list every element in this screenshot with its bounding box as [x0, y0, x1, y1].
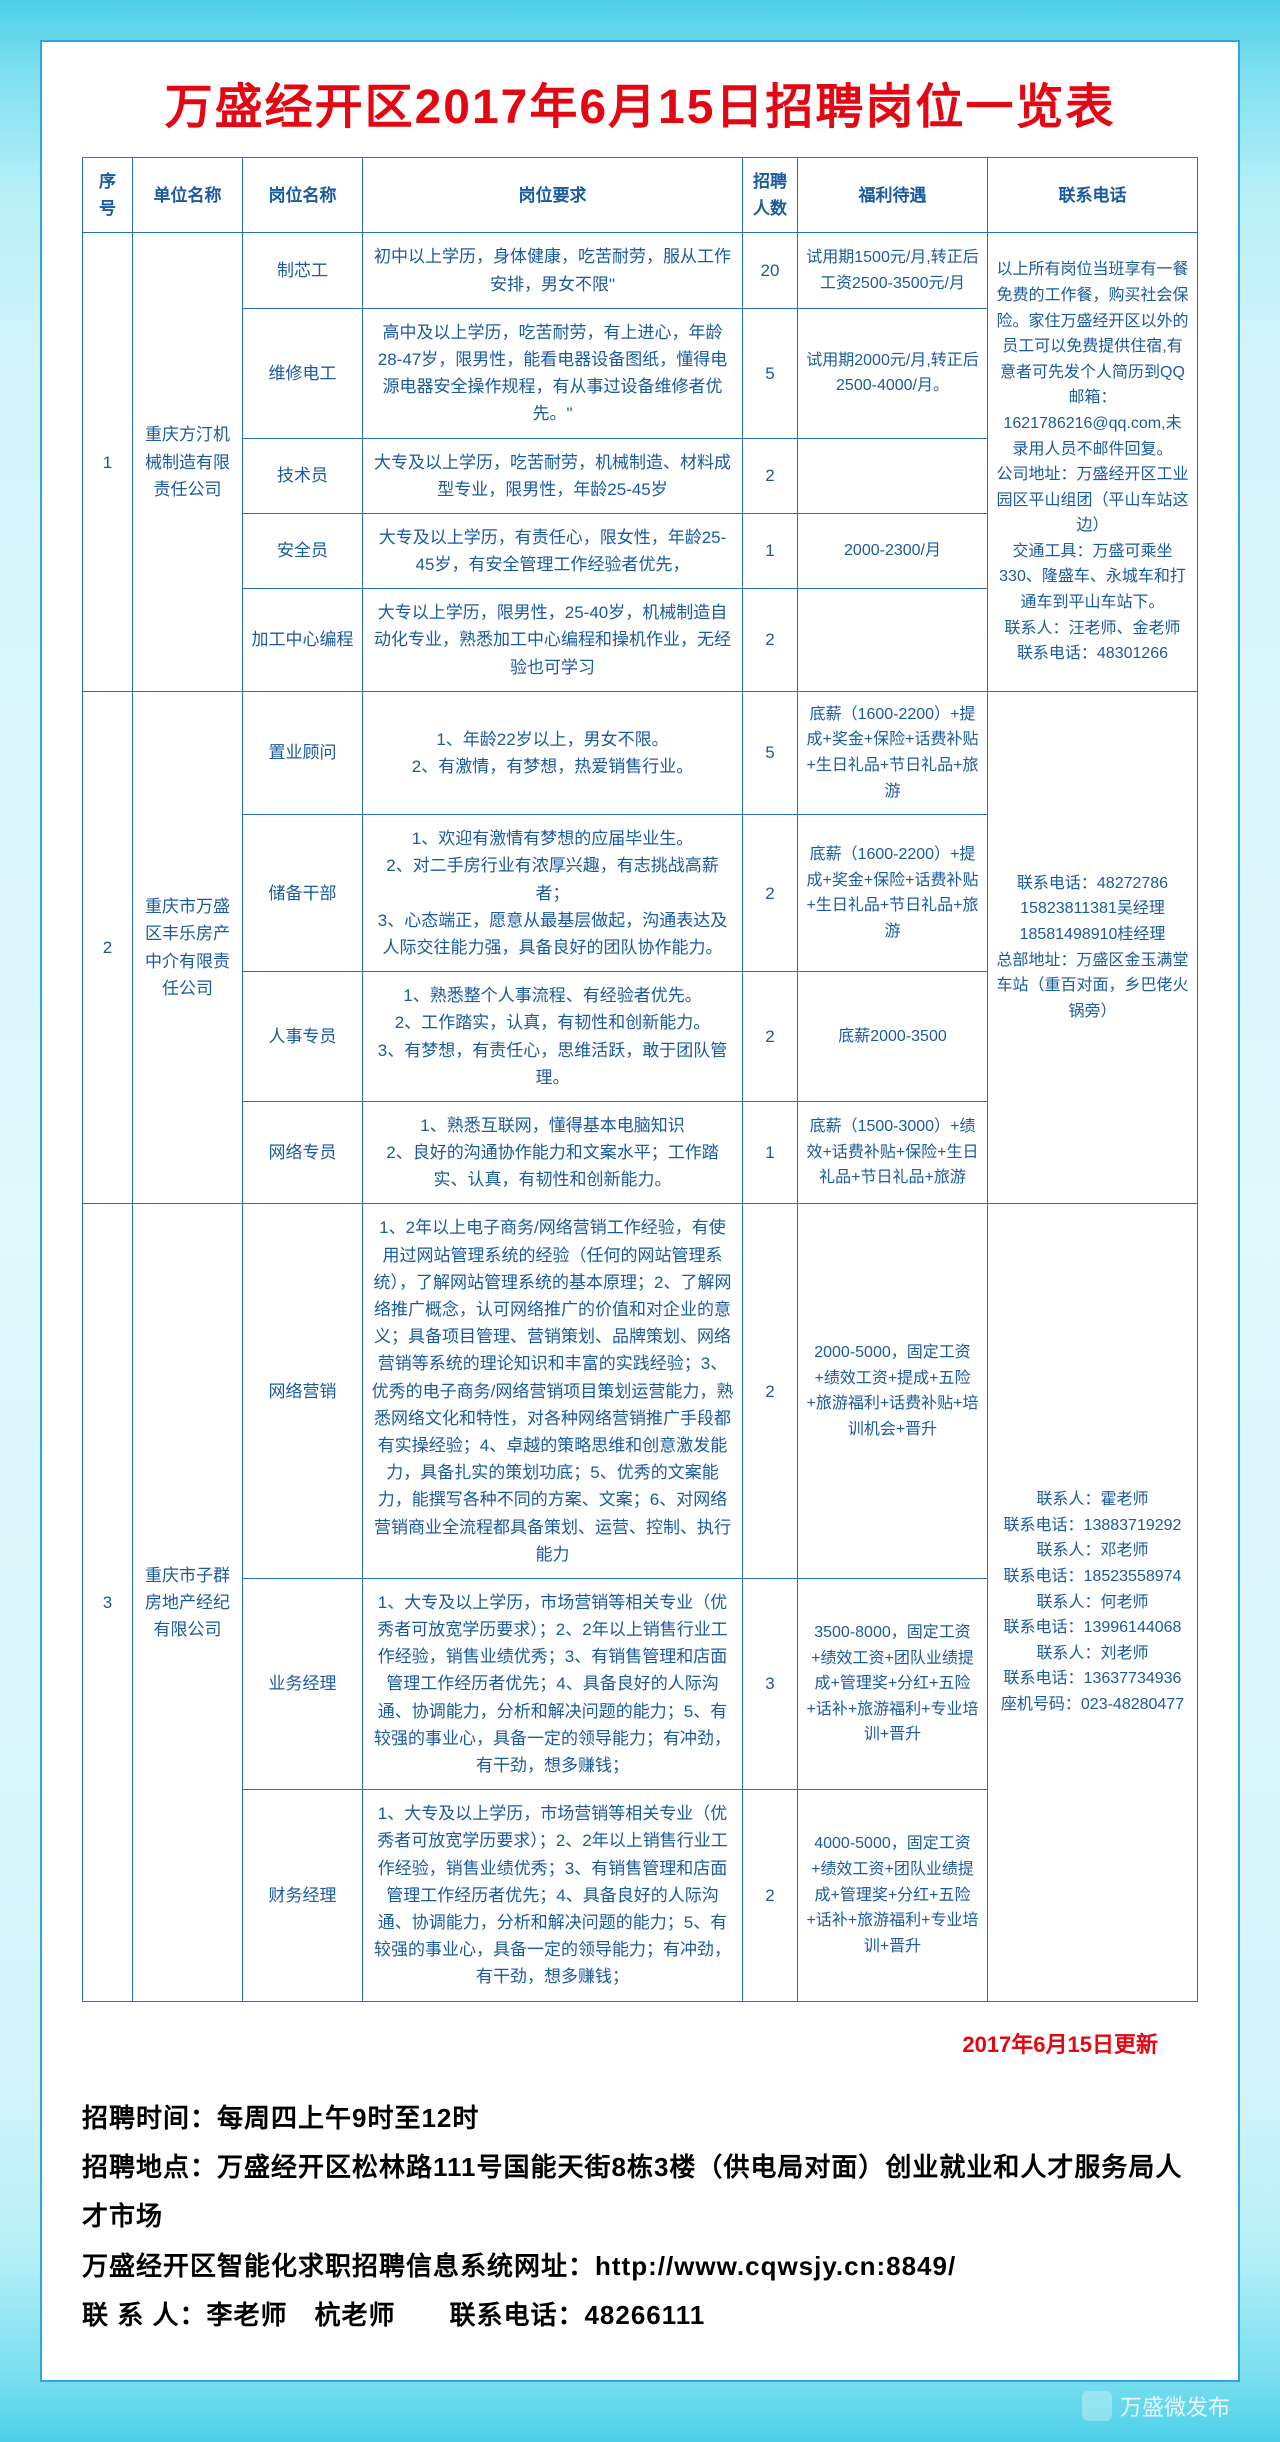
cell-count: 1 — [743, 513, 798, 588]
cell-position: 网络专员 — [243, 1101, 363, 1204]
footer-line-2: 招聘地点：万盛经开区松林路111号国能天街8栋3楼（供电局对面）创业就业和人才服… — [82, 2143, 1198, 2242]
cell-requirement: 大专及以上学历，有责任心，限女性，年龄25-45岁，有安全管理工作经验者优先， — [363, 513, 743, 588]
cell-benefit — [798, 438, 988, 513]
cell-requirement: 1、欢迎有激情有梦想的应届毕业生。 2、对二手房行业有浓厚兴趣，有志挑战高薪者；… — [363, 815, 743, 972]
cell-company: 重庆方汀机械制造有限责任公司 — [133, 233, 243, 691]
cell-position: 置业顾问 — [243, 691, 363, 814]
cell-benefit: 试用期2000元/月,转正后2500-4000/月。 — [798, 308, 988, 438]
table-row: 3重庆市子群房地产经纪有限公司网络营销1、2年以上电子商务/网络营销工作经验，有… — [83, 1204, 1198, 1578]
page-frame: 万盛经开区2017年6月15日招聘岗位一览表 序号 单位名称 岗位名称 岗位要求… — [40, 40, 1240, 2382]
cell-position: 加工中心编程 — [243, 589, 363, 692]
update-note: 2017年6月15日更新 — [42, 2012, 1238, 2084]
cell-contact: 以上所有岗位当班享有一餐免费的工作餐，购买社会保险。家住万盛经开区以外的员工可以… — [988, 233, 1198, 691]
cell-position: 制芯工 — [243, 233, 363, 308]
footer-line-4: 联 系 人：李老师 杭老师 联系电话：48266111 — [82, 2291, 1198, 2340]
cell-count: 1 — [743, 1101, 798, 1204]
watermark-text: 万盛微发布 — [1120, 2390, 1230, 2422]
cell-requirement: 1、年龄22岁以上，男女不限。 2、有激情，有梦想，热爱销售行业。 — [363, 691, 743, 814]
cell-position: 技术员 — [243, 438, 363, 513]
job-table: 序号 单位名称 岗位名称 岗位要求 招聘人数 福利待遇 联系电话 1重庆方汀机械… — [82, 157, 1198, 2002]
cell-benefit: 底薪2000-3500 — [798, 972, 988, 1102]
cell-count: 2 — [743, 1204, 798, 1578]
cell-seq: 3 — [83, 1204, 133, 2001]
th-benefit: 福利待遇 — [798, 158, 988, 233]
page-title: 万盛经开区2017年6月15日招聘岗位一览表 — [42, 42, 1238, 157]
cell-count: 5 — [743, 691, 798, 814]
table-row: 1重庆方汀机械制造有限责任公司制芯工初中以上学历，身体健康，吃苦耐劳，服从工作安… — [83, 233, 1198, 308]
cell-count: 2 — [743, 589, 798, 692]
footer-line-3: 万盛经开区智能化求职招聘信息系统网址：http://www.cqwsjy.cn:… — [82, 2242, 1198, 2291]
footer-info: 招聘时间：每周四上午9时至12时 招聘地点：万盛经开区松林路111号国能天街8栋… — [42, 2084, 1238, 2381]
cell-requirement: 大专以上学历，限男性，25-40岁，机械制造自动化专业，熟悉加工中心编程和操机作… — [363, 589, 743, 692]
th-requirement: 岗位要求 — [363, 158, 743, 233]
cell-benefit: 底薪（1600-2200）+提成+奖金+保险+话费补贴+生日礼品+节日礼品+旅游 — [798, 691, 988, 814]
cell-benefit: 4000-5000，固定工资+绩效工资+团队业绩提成+管理奖+分红+五险+话补+… — [798, 1790, 988, 2001]
cell-seq: 1 — [83, 233, 133, 691]
cell-requirement: 1、大专及以上学历，市场营销等相关专业（优秀者可放宽学历要求）；2、2年以上销售… — [363, 1578, 743, 1789]
cell-benefit — [798, 589, 988, 692]
cell-position: 网络营销 — [243, 1204, 363, 1578]
cell-requirement: 1、大专及以上学历，市场营销等相关专业（优秀者可放宽学历要求）；2、2年以上销售… — [363, 1790, 743, 2001]
cell-count: 20 — [743, 233, 798, 308]
th-contact: 联系电话 — [988, 158, 1198, 233]
cell-position: 储备干部 — [243, 815, 363, 972]
cell-requirement: 初中以上学历，身体健康，吃苦耐劳，服从工作安排，男女不限" — [363, 233, 743, 308]
th-position: 岗位名称 — [243, 158, 363, 233]
cell-requirement: 1、熟悉互联网，懂得基本电脑知识 2、良好的沟通协作能力和文案水平；工作踏实、认… — [363, 1101, 743, 1204]
cell-position: 财务经理 — [243, 1790, 363, 2001]
table-body: 1重庆方汀机械制造有限责任公司制芯工初中以上学历，身体健康，吃苦耐劳，服从工作安… — [83, 233, 1198, 2001]
cell-requirement: 1、2年以上电子商务/网络营销工作经验，有使用过网站管理系统的经验（任何的网站管… — [363, 1204, 743, 1578]
cell-benefit: 2000-5000，固定工资+绩效工资+提成+五险+旅游福利+话费补贴+培训机会… — [798, 1204, 988, 1578]
wechat-icon — [1082, 2391, 1112, 2421]
cell-count: 2 — [743, 815, 798, 972]
cell-benefit: 3500-8000，固定工资+绩效工资+团队业绩提成+管理奖+分红+五险+话补+… — [798, 1578, 988, 1789]
cell-position: 人事专员 — [243, 972, 363, 1102]
cell-requirement: 大专及以上学历，吃苦耐劳，机械制造、材料成型专业，限男性，年龄25-45岁 — [363, 438, 743, 513]
th-company: 单位名称 — [133, 158, 243, 233]
cell-position: 维修电工 — [243, 308, 363, 438]
cell-benefit: 试用期1500元/月,转正后工资2500-3500元/月 — [798, 233, 988, 308]
cell-benefit: 底薪（1500-3000）+绩效+话费补贴+保险+生日礼品+节日礼品+旅游 — [798, 1101, 988, 1204]
cell-count: 2 — [743, 972, 798, 1102]
cell-benefit: 2000-2300/月 — [798, 513, 988, 588]
cell-position: 业务经理 — [243, 1578, 363, 1789]
cell-requirement: 高中及以上学历，吃苦耐劳，有上进心，年龄28-47岁，限男性，能看电器设备图纸，… — [363, 308, 743, 438]
table-row: 2重庆市万盛区丰乐房产中介有限责任公司置业顾问1、年龄22岁以上，男女不限。 2… — [83, 691, 1198, 814]
cell-count: 2 — [743, 438, 798, 513]
th-seq: 序号 — [83, 158, 133, 233]
cell-count: 3 — [743, 1578, 798, 1789]
cell-seq: 2 — [83, 691, 133, 1204]
cell-requirement: 1、熟悉整个人事流程、有经验者优先。 2、工作踏实，认真，有韧性和创新能力。 3… — [363, 972, 743, 1102]
cell-company: 重庆市万盛区丰乐房产中介有限责任公司 — [133, 691, 243, 1204]
cell-company: 重庆市子群房地产经纪有限公司 — [133, 1204, 243, 2001]
cell-count: 5 — [743, 308, 798, 438]
table-header-row: 序号 单位名称 岗位名称 岗位要求 招聘人数 福利待遇 联系电话 — [83, 158, 1198, 233]
cell-contact: 联系人：霍老师 联系电话：13883719292 联系人：邓老师 联系电话：18… — [988, 1204, 1198, 2001]
th-count: 招聘人数 — [743, 158, 798, 233]
cell-benefit: 底薪（1600-2200）+提成+奖金+保险+话费补贴+生日礼品+节日礼品+旅游 — [798, 815, 988, 972]
cell-count: 2 — [743, 1790, 798, 2001]
watermark: 万盛微发布 — [1082, 2390, 1230, 2422]
footer-line-1: 招聘时间：每周四上午9时至12时 — [82, 2094, 1198, 2143]
cell-contact: 联系电话：48272786 15823811381吴经理 18581498910… — [988, 691, 1198, 1204]
cell-position: 安全员 — [243, 513, 363, 588]
